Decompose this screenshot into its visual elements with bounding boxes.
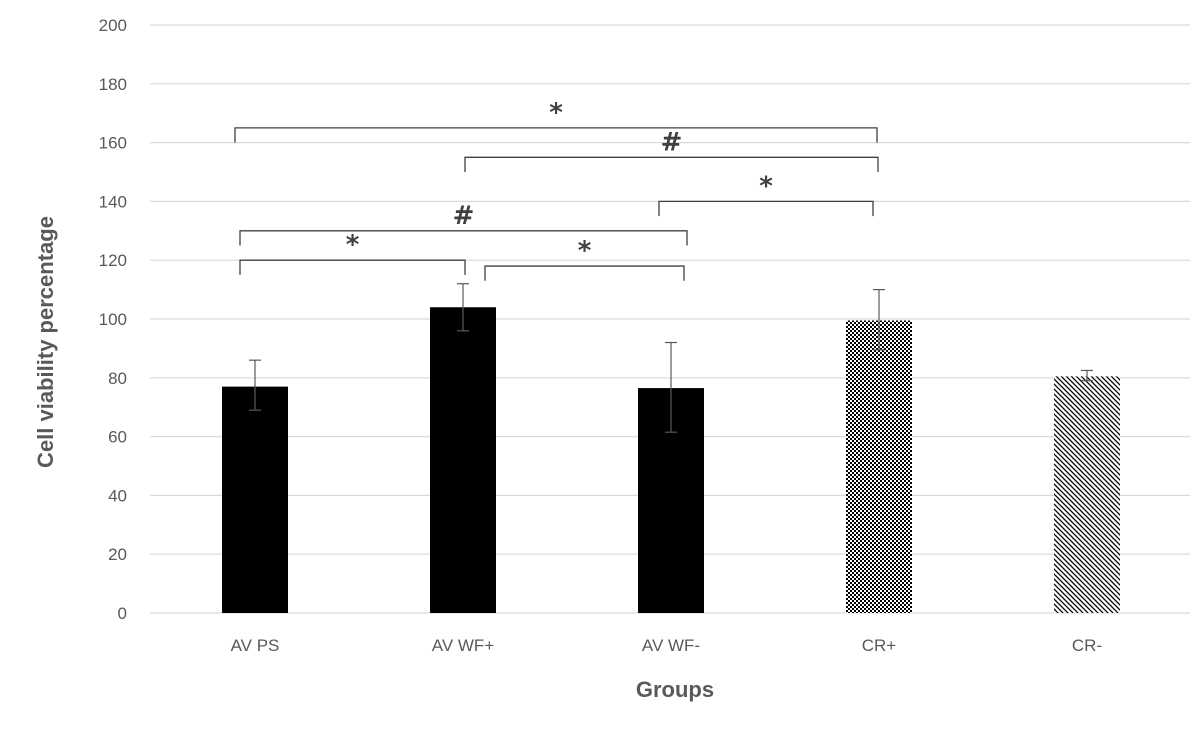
y-tick-label: 200 — [99, 16, 127, 35]
y-tick-label: 20 — [108, 545, 127, 564]
significance-symbol: # — [661, 127, 683, 157]
y-tick-label: 180 — [99, 75, 127, 94]
bar-av-ps — [222, 386, 288, 613]
significance-bracket: * — [239, 230, 466, 275]
y-tick-label: 40 — [108, 486, 127, 505]
significance-bracket: # — [239, 201, 688, 246]
significance-symbol: * — [759, 171, 773, 201]
error-bar — [665, 341, 677, 433]
y-axis-title: Cell viability percentage — [33, 216, 58, 468]
bar-cr- — [846, 320, 912, 613]
y-tick-label: 160 — [99, 134, 127, 153]
x-tick-label: AV PS — [231, 636, 280, 655]
significance-bracket: # — [464, 127, 879, 172]
x-axis-title: Groups — [636, 677, 714, 702]
y-tick-label: 140 — [99, 192, 127, 211]
y-tick-label: 60 — [108, 428, 127, 447]
bar-cr- — [1054, 376, 1120, 613]
error-bar — [1081, 369, 1093, 382]
bar-av-wf- — [430, 307, 496, 613]
y-tick-label: 100 — [99, 310, 127, 329]
significance-bracket: * — [658, 171, 874, 217]
significance-symbol: # — [453, 201, 475, 231]
x-tick-label: CR- — [1072, 636, 1102, 655]
y-tick-label: 0 — [118, 604, 127, 623]
significance-symbol: * — [549, 98, 563, 128]
y-tick-label: 120 — [99, 251, 127, 270]
x-tick-label: CR+ — [862, 636, 897, 655]
error-bar — [457, 283, 469, 332]
x-tick-label: AV WF- — [642, 636, 700, 655]
significance-symbol: * — [346, 230, 360, 260]
significance-symbol: * — [578, 236, 592, 266]
significance-bracket: * — [234, 98, 878, 143]
error-bar — [249, 359, 261, 411]
y-tick-label: 80 — [108, 369, 127, 388]
x-tick-label: AV WF+ — [432, 636, 495, 655]
significance-bracket: * — [484, 236, 685, 281]
error-bar — [873, 289, 885, 351]
